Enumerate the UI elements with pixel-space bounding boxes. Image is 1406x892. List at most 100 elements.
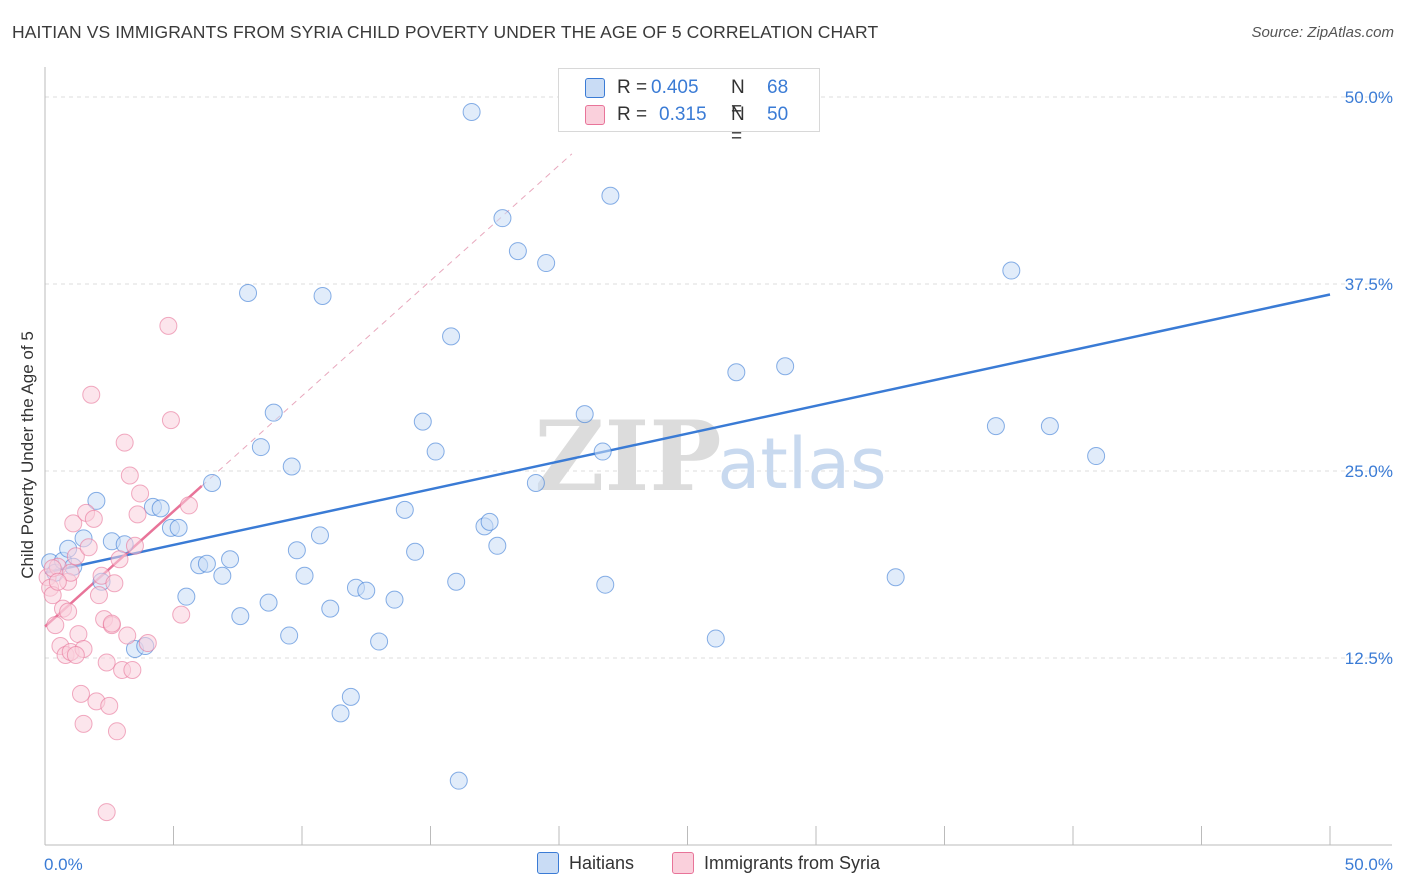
axis-layer [44,67,1392,846]
haitian-point [406,542,425,561]
syria-point [82,385,101,404]
source-label: Source: ZipAtlas.com [1251,24,1394,41]
haitian-point [537,254,556,273]
r-value: 0.405 [651,77,699,98]
watermark-atlas: atlas [717,423,886,505]
grid-layer [45,96,1392,659]
syria-point [123,660,142,679]
syria-point [64,514,83,533]
haitian-point [341,687,360,706]
syria-point [46,616,65,635]
syria-point [161,411,180,430]
n-value: 68 [767,77,789,98]
chart-title: HAITIAN VS IMMIGRANTS FROM SYRIA CHILD P… [12,22,879,42]
haitian-point [287,541,306,560]
y-tick-label: 50.0% [1345,88,1393,107]
x-tick-label-left: 0.0% [44,855,83,874]
haitian-point [203,473,222,492]
syria-point [97,653,116,672]
syria-point [128,505,147,524]
syria-point [48,572,67,591]
haitian-point [357,581,376,600]
haitian-point [413,412,432,431]
haitian-point [280,626,299,645]
r-value: 0.315 [659,104,707,125]
haitian-point [310,526,329,545]
syria-point [159,316,178,335]
haitian-point [508,242,527,261]
haitian-point [1002,261,1021,280]
syria-point [61,563,80,582]
haitian-point [575,405,594,424]
syria-point [79,538,98,557]
haitian-point [727,363,746,382]
syria-point [131,484,150,503]
syria-point [125,536,144,555]
haitian-point [1087,447,1106,466]
haitian-point [426,442,445,461]
syria-point [105,574,124,593]
haitian-point [986,417,1005,436]
haitian-point [313,286,332,305]
haitian-point [87,491,106,510]
haitian-point [395,500,414,519]
syria-point [66,547,85,566]
syria-point [89,586,108,605]
haitian-point [295,566,314,585]
syria-point [120,466,139,485]
blue-swatch [537,852,559,874]
n-label: N = [731,104,745,147]
watermark: ZIP atlas [534,400,886,513]
haitian-point [370,632,389,651]
haitian-point [886,568,905,587]
y-tick-label: 25.0% [1345,462,1393,481]
legend-item-syria: Immigrants from Syria [672,852,880,874]
x-tick-label-right: 50.0% [1345,855,1393,874]
haitian-point [264,403,283,422]
haitian-point [197,554,216,573]
haitian-point [601,186,620,205]
syria-point [84,509,103,528]
haitian-point [442,327,461,346]
haitian-point [169,518,188,537]
syria-point [138,634,157,653]
pink-swatch [585,105,605,125]
haitian-point [213,566,232,585]
haitian-point [251,438,270,457]
syria-point [115,433,134,452]
syria-point [100,696,119,715]
pink-swatch [672,852,694,874]
haitian-point [231,607,250,626]
y-tick-label: 37.5% [1345,275,1393,294]
haitian-point [259,593,278,612]
haitian-point [526,473,545,492]
haitian-point [776,357,795,376]
syria-point [102,614,121,633]
haitian-point [151,499,170,518]
haitian-point [282,457,301,476]
points-layer [38,102,1106,822]
legend-item-haitians: Haitians [537,852,634,874]
y-axis-label: Child Poverty Under the Age of 5 [18,331,37,579]
watermark-zip: ZIP [534,400,721,513]
haitian-point [493,209,512,228]
legend-label-syria: Immigrants from Syria [704,852,881,873]
haitian-point [1040,417,1059,436]
haitian-point [321,599,340,618]
haitian-point [488,536,507,555]
syria-point [59,602,78,621]
series-legend: Haitians Immigrants from Syria [0,852,1406,878]
r-label: R = [617,104,648,125]
syria-point [179,496,198,515]
haitian-point [177,587,196,606]
haitian-point [596,575,615,594]
blue-swatch [585,78,605,98]
haitian-trend-line [44,293,1331,574]
haitian-point [331,704,350,723]
tick-label-layer: 12.5% 25.0% 37.5% 50.0% 0.0% 50.0% [44,88,1393,874]
haitian-point [462,102,481,121]
legend-label-haitians: Haitians [569,852,635,873]
n-value: 50 [767,104,789,125]
haitian-point [706,629,725,648]
